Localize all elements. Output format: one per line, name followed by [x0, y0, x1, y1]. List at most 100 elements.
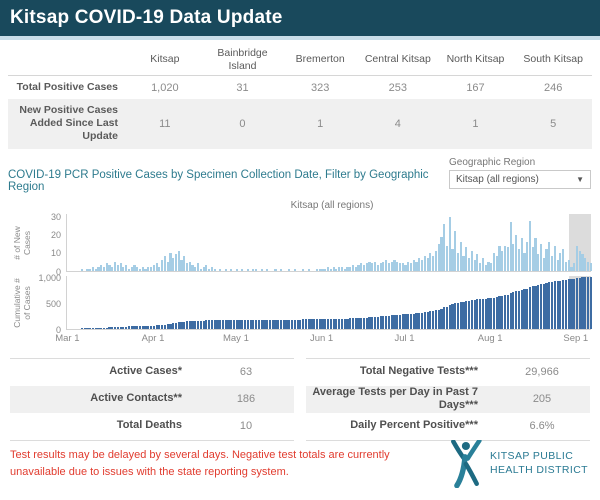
bar: [462, 301, 465, 329]
bar: [213, 268, 216, 271]
bar: [296, 319, 299, 329]
bar: [448, 305, 451, 329]
x-tick-label: Apr 1: [141, 332, 165, 344]
x-tick-label: May 1: [222, 332, 249, 344]
table-cell: 4: [358, 99, 437, 149]
footer: Test results may be delayed by several d…: [10, 440, 590, 488]
bar: [360, 263, 363, 271]
bar: [302, 319, 305, 329]
bar: [238, 320, 241, 329]
bar: [282, 319, 285, 329]
y-axis-ticks-cumulative: 0 500 1,000: [36, 273, 66, 335]
bar: [163, 256, 166, 271]
bar: [329, 268, 332, 271]
bar: [553, 245, 556, 271]
bar: [484, 265, 487, 271]
bar: [133, 265, 136, 271]
bar: [252, 319, 255, 329]
bar: [340, 318, 343, 329]
cumulative-cases-chart[interactable]: [66, 275, 592, 330]
bar: [526, 288, 529, 329]
bar: [534, 238, 537, 271]
bar: [97, 266, 100, 271]
bar: [429, 252, 432, 271]
bar: [517, 249, 520, 271]
chevron-down-icon: ▼: [576, 174, 584, 184]
y-tick-label: 10: [50, 248, 61, 259]
bar: [448, 217, 451, 271]
bar: [111, 327, 114, 329]
bar: [382, 316, 385, 329]
bar: [575, 245, 579, 271]
bar: [219, 320, 222, 329]
bar: [407, 261, 410, 271]
bar: [432, 256, 435, 271]
bar: [550, 256, 554, 271]
bar: [152, 265, 155, 271]
bar: [105, 327, 108, 329]
bar: [244, 320, 247, 329]
bar: [191, 321, 194, 329]
x-tick-label: Jun 1: [309, 332, 334, 344]
bar: [539, 243, 543, 271]
bar: [479, 299, 482, 329]
table-cell: 246: [543, 81, 563, 94]
bar: [468, 258, 471, 271]
bar: [346, 318, 349, 329]
bar: [542, 258, 545, 271]
bar: [371, 263, 374, 271]
bar: [227, 320, 230, 329]
bar: [138, 326, 142, 329]
bar: [257, 319, 260, 329]
new-cases-chart[interactable]: [66, 213, 592, 272]
bar: [545, 249, 548, 271]
bar: [183, 256, 186, 271]
bar: [498, 245, 501, 271]
bar: [125, 265, 128, 271]
bar: [321, 268, 324, 271]
bar: [155, 325, 158, 329]
bar: [310, 319, 313, 329]
bar: [89, 268, 92, 271]
bar: [194, 266, 197, 271]
bar: [266, 319, 269, 329]
bar: [177, 250, 180, 271]
row-label-total-positive: Total Positive Cases: [16, 81, 118, 93]
bar: [567, 259, 570, 271]
bar: [161, 259, 164, 271]
row-label-new-positive: New Positive Cases Added Since Last Upda…: [8, 99, 126, 149]
bar: [172, 258, 175, 271]
bar: [335, 318, 338, 329]
bar: [318, 319, 321, 329]
bar: [445, 245, 449, 271]
bar: [492, 252, 496, 271]
bar: [127, 268, 131, 271]
bar: [575, 278, 579, 329]
bar: [149, 325, 153, 329]
bar: [315, 268, 319, 271]
page-title: Kitsap COVID-19 Data Update: [10, 7, 283, 28]
bar: [354, 318, 357, 329]
bar: [434, 250, 437, 271]
bar: [174, 254, 178, 271]
bar: [548, 242, 551, 271]
bar: [235, 320, 238, 329]
bar: [454, 231, 457, 271]
bar: [241, 268, 244, 271]
bar: [174, 322, 178, 329]
bar: [130, 266, 133, 271]
bar: [230, 268, 233, 271]
bar: [465, 300, 468, 329]
bar: [351, 318, 355, 329]
bar: [291, 319, 294, 329]
bar: [495, 297, 498, 329]
bar: [349, 266, 352, 271]
bar: [149, 266, 153, 271]
bar: [470, 300, 473, 329]
bar: [586, 276, 590, 329]
bar: [407, 314, 410, 329]
bar: [86, 268, 89, 271]
bar: [456, 302, 460, 329]
geographic-region-select[interactable]: Kitsap (all regions) ▼: [449, 169, 591, 189]
bar: [288, 319, 291, 329]
